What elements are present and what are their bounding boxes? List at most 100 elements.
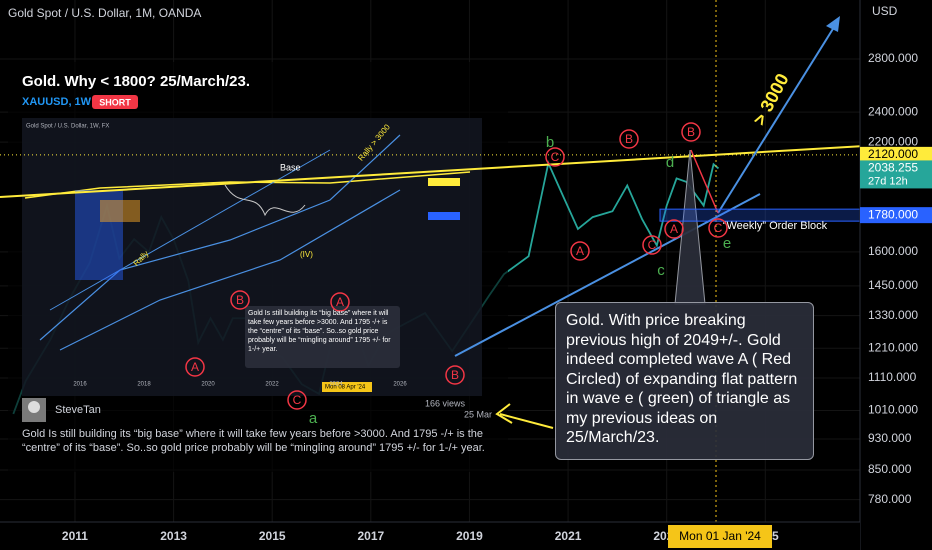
price-axis-panel (860, 0, 932, 550)
price-tag (860, 160, 932, 189)
projection (690, 149, 719, 214)
y-tick-label: 850.000 (868, 462, 912, 476)
wave-label: A (670, 222, 678, 236)
inner-label: (IV) (300, 250, 313, 259)
avatar (28, 401, 40, 413)
wave-label: B (236, 293, 244, 307)
x-tick-label: 2011 (62, 529, 88, 543)
wave-label: c (657, 262, 665, 279)
x-tick-label: 2017 (357, 529, 384, 543)
wave-circle (642, 235, 662, 255)
x-tick-label: 2019 (456, 529, 483, 543)
wave-circle (445, 365, 465, 385)
views: 166 views (425, 398, 466, 408)
price-tag-label: 2038.255 (868, 161, 918, 175)
x-tick-label: 2021 (555, 529, 582, 543)
wave-label: C (551, 150, 560, 164)
inner-channel (39, 134, 401, 341)
inner-channel (59, 189, 401, 351)
idea-description: Gold Is still building its “big base” wh… (22, 428, 485, 454)
idea-card (8, 62, 508, 472)
wave-label: A (336, 295, 344, 309)
inner-x-tick: 2018 (137, 382, 151, 388)
wave-label: e (723, 235, 731, 252)
arrow-head (495, 403, 513, 424)
y-tick-label: 2400.000 (868, 104, 918, 118)
price-tag (860, 207, 932, 224)
y-tick-label: 1600.000 (868, 244, 918, 258)
wave-label: C (293, 393, 302, 407)
wave-circle (185, 357, 205, 377)
inner-label: Base (280, 162, 301, 172)
y-tick-label: 780.000 (868, 492, 912, 506)
inner-x-tick: 2026 (393, 382, 407, 388)
y-tick-label: 1450.000 (868, 278, 918, 292)
wave-circle (708, 218, 728, 238)
wave-circle (545, 147, 565, 167)
y-tick-label: 2800.000 (868, 51, 918, 65)
zone-label: “Weekly” Order Block (723, 220, 828, 232)
wave-label: A (191, 360, 199, 374)
price-tag-label: 2120.000 (868, 147, 918, 161)
trendline (0, 141, 932, 198)
wave-label: A (576, 244, 584, 258)
author: SteveTan (55, 404, 101, 416)
inner-price-tag (428, 178, 460, 186)
inner-x-tick: 2022 (265, 382, 279, 388)
wave-label: a (309, 410, 318, 427)
wave-label: d (666, 154, 674, 171)
wave-label: B (451, 368, 459, 382)
wave-circle (287, 390, 307, 410)
wave-circle (681, 122, 701, 142)
inner-trendline (24, 171, 471, 199)
countdown: 27d 12h (868, 175, 908, 187)
inner-volume-profile (100, 200, 140, 222)
wave-circle (664, 219, 684, 239)
inner-channel (49, 149, 331, 311)
wave-circle (230, 290, 250, 310)
y-tick-label: 2200.000 (868, 134, 918, 148)
y-tick-label: 930.000 (868, 431, 912, 445)
inner-price-tag (428, 212, 460, 220)
idea-symbol: XAUUSD, 1W (22, 96, 92, 108)
inner-date-box (322, 382, 372, 392)
inner-x-tick: 2016 (73, 382, 87, 388)
short-badge (92, 95, 138, 109)
wave-label: B (625, 132, 633, 146)
currency: USD (872, 4, 898, 18)
inner-title: Gold Spot / U.S. Dollar, 1W, FX (26, 124, 109, 130)
price-tag (860, 146, 932, 163)
arrow (499, 413, 554, 429)
idea-date: 25 Mar (464, 409, 492, 419)
y-tick-label: 1010.000 (868, 403, 918, 417)
x-tick-label: 2013 (160, 529, 187, 543)
projection (717, 23, 837, 214)
wave-label: C (648, 238, 657, 252)
badge-text: SHORT (99, 97, 131, 107)
price-tag-label: 1780.000 (868, 207, 918, 221)
annotation-box: Gold. With price breaking previous high … (555, 302, 814, 460)
inner-price (224, 184, 306, 217)
crosshair-date-box (668, 525, 773, 548)
inner-x-tick: 2024 (329, 382, 343, 388)
wave-label: C (714, 221, 723, 235)
crosshair-date: Mon 01 Jan '24 (679, 529, 761, 543)
wave-circle (619, 129, 639, 149)
y-tick-label: 1330.000 (868, 308, 918, 322)
chart-header: Gold Spot / U.S. Dollar, 1M, OANDA (8, 6, 201, 20)
wave-label: b (546, 134, 554, 151)
wave-circle (570, 241, 590, 261)
idea-title: Gold. Why < 1800? 25/March/23. (22, 73, 250, 90)
x-tick-label: 2015 (259, 529, 286, 543)
y-tick-label: 1210.000 (868, 340, 918, 354)
inner-note: Gold Is still building its “big base” wh… (248, 310, 391, 353)
wave-label: B (687, 125, 695, 139)
wave-circle (330, 292, 350, 312)
y-tick-label: 1110.000 (868, 370, 917, 384)
inner-x-tick: 2020 (201, 382, 215, 388)
inner-note-box (245, 306, 400, 368)
